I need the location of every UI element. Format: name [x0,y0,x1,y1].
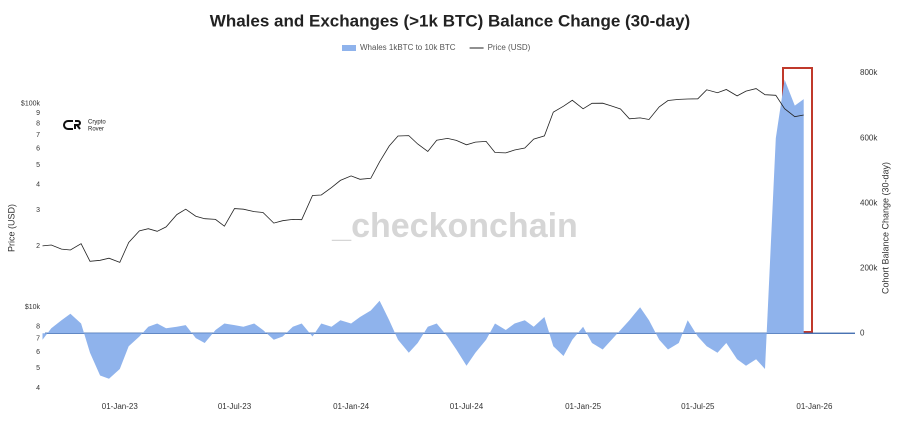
legend-swatch [342,45,356,51]
y-tick-label: 7 [36,336,40,343]
x-tick-label: 01-Jul-24 [450,402,484,411]
y2-tick-label: 800k [860,68,878,77]
y-tick-label: 6 [36,349,40,356]
x-tick-label: 01-Jul-23 [218,402,252,411]
x-tick-label: 01-Jul-25 [681,402,715,411]
x-tick-label: 01-Jan-26 [796,402,833,411]
x-tick-label: 01-Jan-23 [102,402,139,411]
y-tick-label: 4 [36,385,40,392]
y-tick-label: $100k [21,101,41,108]
y-tick-label: 5 [36,365,40,372]
y-tick-label: 6 [36,146,40,153]
y-tick-label: 8 [36,120,40,127]
logo-text: Crypto [88,120,106,126]
watermark: _checkonchain [331,207,578,245]
y-axis-label: Price (USD) [6,204,16,252]
logo-text: Rover [88,127,104,133]
y-tick-label: 8 [36,324,40,331]
y-tick-label: 3 [36,207,40,214]
y-tick-label: 7 [36,132,40,139]
legend-label: Price (USD) [488,43,531,52]
y2-tick-label: 600k [860,133,878,142]
y-tick-label: 4 [36,182,40,189]
y-tick-label: 2 [36,243,40,250]
y2-tick-label: 200k [860,263,878,272]
x-tick-label: 01-Jan-24 [333,402,370,411]
price-line [42,88,804,263]
logo-icon [63,120,81,130]
y-tick-label: 9 [36,110,40,117]
y-tick-label: $10k [25,304,41,311]
chart-title: Whales and Exchanges (>1k BTC) Balance C… [210,11,690,30]
logo: Crypto Rover [63,120,106,133]
area [42,79,804,379]
legend-label: Whales 1kBTC to 10k BTC [360,43,456,52]
x-tick-label: 01-Jan-25 [565,402,602,411]
y2-tick-label: 400k [860,198,878,207]
y2-axis-label: Cohort Balance Change (30-day) [880,162,890,294]
y-tick-label: 5 [36,162,40,169]
y2-tick-label: 0 [860,328,865,337]
